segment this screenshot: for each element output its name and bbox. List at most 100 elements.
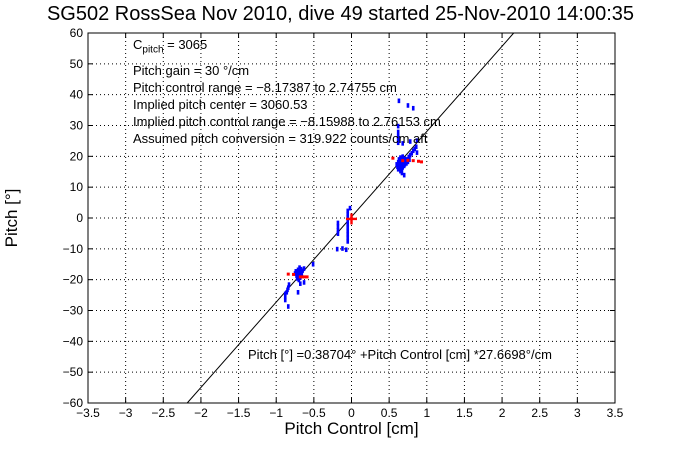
annotation-block: Cpitch = 3065 Pitch gain = 30 °/cm Pitch…	[133, 36, 441, 147]
data-point-blue	[346, 225, 350, 230]
x-tick-label: 0	[348, 406, 355, 420]
data-point-blue	[399, 168, 402, 174]
data-point-blue	[335, 246, 339, 252]
axes-box	[87, 32, 616, 404]
data-point-blue	[400, 170, 404, 176]
data-point-blue	[398, 165, 401, 171]
data-point-blue	[396, 123, 400, 129]
data-point-red	[417, 159, 421, 163]
y-tick-label: −10	[63, 242, 84, 256]
y-tick-label: −30	[63, 304, 84, 318]
data-point-blue	[408, 157, 411, 163]
data-point-blue	[411, 148, 415, 154]
data-point-blue	[414, 144, 418, 150]
data-point-blue	[302, 266, 306, 271]
y-tick-label: 0	[76, 211, 83, 225]
y-tick-label: 50	[70, 57, 84, 71]
data-point-blue	[336, 228, 340, 233]
data-point-blue	[346, 218, 350, 224]
data-point-blue	[296, 290, 300, 295]
y-tick-label: −20	[63, 273, 84, 287]
data-point-blue	[299, 281, 302, 286]
x-tick-label: −3	[119, 406, 133, 420]
x-tick-label: −2.5	[151, 406, 175, 420]
annotation-assumed-pitch-conversion: Assumed pitch conversion = 319.922 count…	[133, 130, 428, 146]
data-point-blue	[346, 235, 350, 241]
data-point-blue	[346, 232, 350, 237]
data-point-blue	[344, 247, 348, 253]
annotation-implied-pitch-control-range: Implied pitch control range = −8.15988 t…	[133, 113, 441, 129]
data-point-blue	[415, 150, 419, 155]
x-tick-label: −1.5	[227, 406, 251, 420]
data-point-blue	[297, 277, 301, 283]
y-axis-label: Pitch [°]	[2, 188, 21, 248]
data-point-blue	[295, 270, 299, 275]
data-point-red	[411, 159, 415, 163]
data-point-blue	[399, 163, 403, 169]
data-point-blue	[396, 137, 400, 142]
data-point-blue	[396, 140, 400, 146]
data-point-blue	[398, 158, 401, 164]
data-point-blue	[399, 157, 403, 163]
data-point-blue	[395, 162, 398, 167]
data-point-blue	[285, 290, 289, 295]
data-point-blue	[287, 282, 291, 287]
data-point-blue	[401, 154, 404, 159]
data-point-red	[401, 159, 405, 163]
data-point-blue	[401, 141, 404, 146]
data-point-red	[286, 272, 290, 276]
y-tick-label: 60	[70, 26, 84, 40]
annotation-implied-pitch-center: Implied pitch center = 3060.53	[133, 96, 308, 112]
annotation-cpitch: Cpitch = 3065	[133, 36, 441, 59]
data-point-blue	[293, 271, 297, 276]
data-point-blue	[407, 154, 411, 160]
data-point-blue	[346, 212, 350, 217]
data-point-blue	[411, 105, 415, 111]
x-tick-label: 3	[574, 406, 581, 420]
x-tick-label: −3.5	[76, 406, 100, 420]
data-point-red	[391, 156, 395, 160]
x-tick-label: −1	[269, 406, 283, 420]
data-point-blue	[399, 161, 402, 167]
data-point-blue	[311, 261, 315, 267]
data-point-blue	[295, 276, 299, 281]
data-point-blue	[346, 215, 350, 220]
data-point-blue	[341, 246, 344, 251]
data-point-blue	[301, 268, 304, 274]
y-tick-label: −60	[63, 396, 84, 410]
annotation-pitch-control-range: Pitch control range = −8.17387 to 2.7475…	[133, 79, 397, 95]
data-point-blue	[346, 221, 350, 227]
annotation-pitch-gain: Pitch gain = 30 °/cm	[133, 62, 250, 78]
data-point-blue	[403, 162, 407, 167]
data-point-blue	[283, 294, 287, 300]
data-point-blue	[286, 287, 289, 293]
x-tick-label: 2	[499, 406, 506, 420]
data-point-blue	[396, 166, 400, 172]
data-point-blue	[396, 133, 400, 139]
data-point-red	[292, 272, 296, 276]
y-tick-label: 10	[70, 180, 84, 194]
data-point-blue	[404, 158, 408, 163]
data-point-red	[305, 275, 309, 279]
x-tick-label: 1	[423, 406, 430, 420]
data-point-blue	[415, 138, 419, 143]
x-tick-label: −0.5	[302, 406, 326, 420]
data-point-blue	[298, 265, 301, 270]
data-point-blue	[408, 152, 412, 158]
data-point-blue	[346, 208, 350, 214]
data-point-red	[406, 158, 410, 162]
cpitch-value: = 3065	[163, 37, 208, 52]
x-tick-label: 1.5	[456, 406, 473, 420]
data-point-blue	[346, 239, 350, 244]
y-tick-label: 40	[70, 88, 84, 102]
data-point-blue	[296, 267, 300, 273]
y-tick-label: −40	[63, 334, 84, 348]
data-point-blue	[295, 273, 298, 279]
data-point-blue	[408, 139, 412, 144]
data-point-blue	[397, 98, 401, 104]
data-point-blue	[283, 291, 287, 297]
data-point-blue	[336, 220, 340, 226]
data-point-blue	[298, 271, 301, 277]
fit-equation-label: Pitch [°] =0.38704° +Pitch Control [cm] …	[248, 347, 552, 362]
